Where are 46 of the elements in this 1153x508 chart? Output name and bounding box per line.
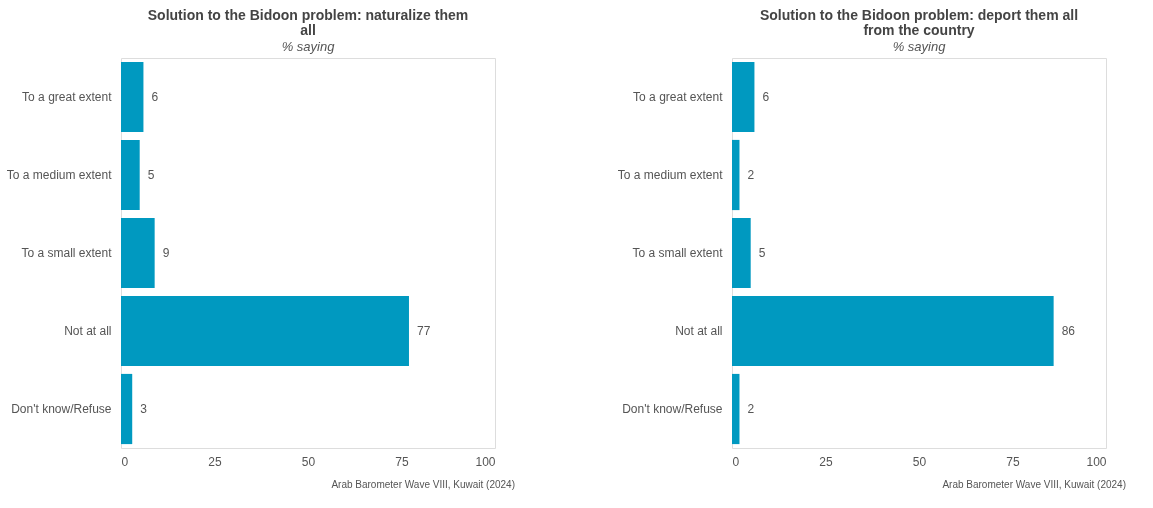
y-tick-label: Not at all <box>64 324 112 338</box>
bar <box>121 61 144 133</box>
bar <box>732 217 751 289</box>
bar <box>121 295 409 367</box>
y-tick-label: To a medium extent <box>617 168 724 182</box>
y-tick-label: To a great extent <box>633 90 724 104</box>
x-tick-label: 25 <box>819 454 833 469</box>
chart-subtitle: % saying <box>892 39 947 54</box>
data-label: 9 <box>162 246 170 260</box>
x-tick-label: 100 <box>1086 454 1107 469</box>
bar <box>121 373 133 445</box>
data-label: 5 <box>147 168 155 182</box>
data-label: 86 <box>1061 324 1076 338</box>
data-label: 5 <box>758 246 766 260</box>
bar <box>732 139 740 211</box>
data-label: 6 <box>762 90 770 104</box>
x-tick-label: 75 <box>395 454 409 469</box>
data-label: 6 <box>151 90 159 104</box>
chart-title: Solution to the Bidoon problem: deport them all from the country <box>759 7 1079 38</box>
data-label: 3 <box>140 402 148 416</box>
x-tick-label: 0 <box>121 454 129 469</box>
x-tick-label: 100 <box>475 454 496 469</box>
bar <box>732 295 1054 367</box>
data-label: 77 <box>416 324 431 338</box>
y-tick-label: To a medium extent <box>6 168 113 182</box>
chart-subtitle: % saying <box>281 39 336 54</box>
x-tick-label: 50 <box>912 454 927 469</box>
bar <box>732 373 740 445</box>
text: Arab Barometer Wave VIII, Kuwait (2024) <box>331 479 515 490</box>
y-tick-label: To a small extent <box>21 246 113 260</box>
bar <box>121 139 140 211</box>
y-tick-label: Don't know/Refuse <box>11 402 112 416</box>
bar <box>732 61 755 133</box>
bar <box>121 217 155 289</box>
y-tick-label: To a great extent <box>22 90 113 104</box>
y-tick-label: Not at all <box>675 324 723 338</box>
data-label: 2 <box>747 402 755 416</box>
text: Arab Barometer Wave VIII, Kuwait (2024) <box>942 479 1126 490</box>
x-tick-label: 75 <box>1006 454 1020 469</box>
data-label: 2 <box>747 168 755 182</box>
x-tick-label: 25 <box>208 454 222 469</box>
chart-title: Solution to the Bidoon problem: naturalize them all <box>147 7 469 38</box>
y-tick-label: To a small extent <box>632 246 724 260</box>
y-tick-label: Don't know/Refuse <box>622 402 723 416</box>
x-tick-label: 0 <box>732 454 740 469</box>
x-tick-label: 50 <box>301 454 316 469</box>
